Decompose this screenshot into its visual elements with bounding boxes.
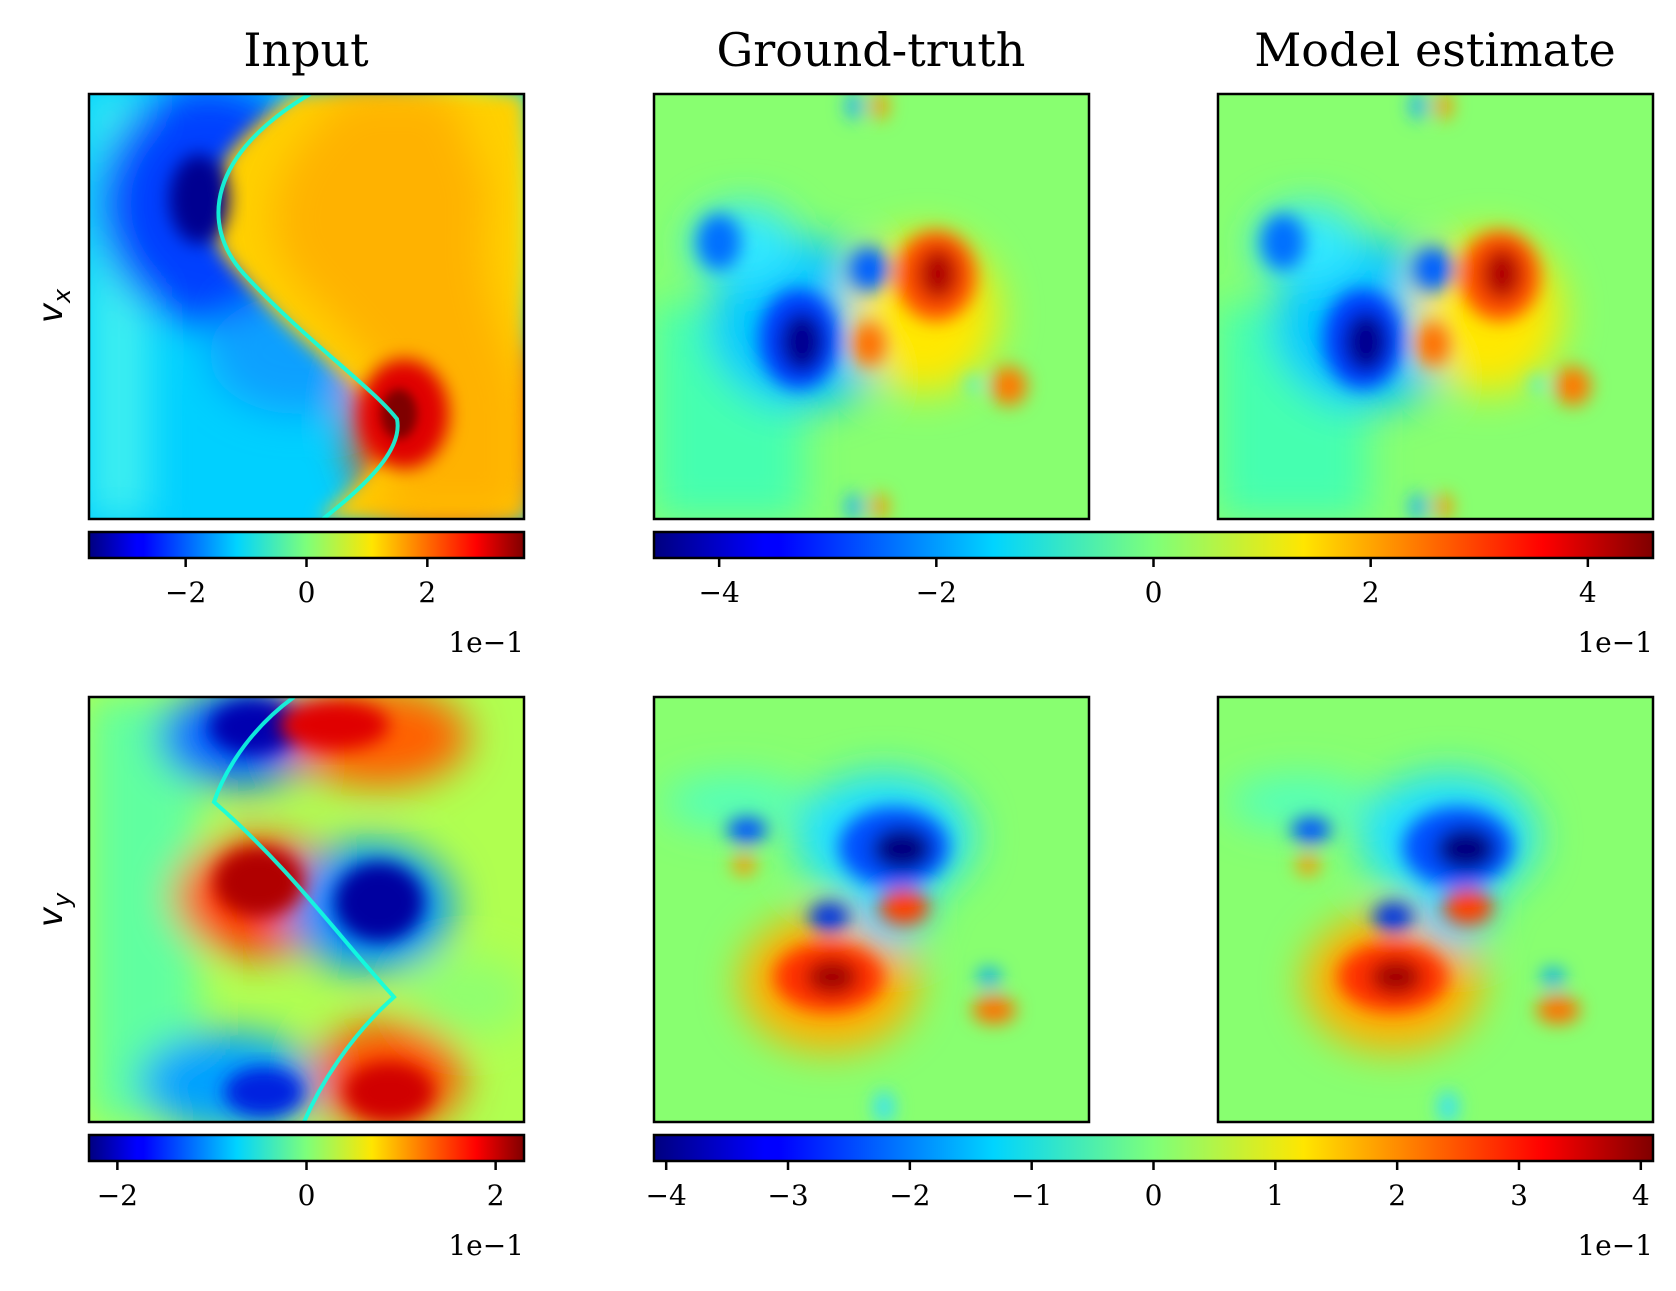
colorbar-tick-label: −2 (916, 576, 957, 609)
colorbar-gradient (89, 1135, 524, 1161)
colorbar-gradient (654, 532, 1653, 558)
heatmap-vy-model-estimate (1218, 697, 1653, 1123)
row-label-vy-base: v (31, 906, 71, 927)
colorbar-tick-label: −2 (165, 576, 206, 609)
title-ground-truth: Ground-truth (717, 23, 1026, 77)
title-model-estimate: Model estimate (1254, 23, 1616, 77)
frame-vy-input (87, 695, 526, 1124)
colorbar-vy-ground-truth: −4 −3 −2 −1 0 1 2 3 4 1e−1 (646, 1133, 1655, 1262)
colorbar-tick-label: −2 (97, 1179, 138, 1212)
colorbar-tick-label: 0 (1145, 576, 1163, 609)
colorbar-tick-label: −1 (1011, 1179, 1052, 1212)
colorbar-tick-label: 2 (487, 1179, 505, 1212)
colorbars: −2 0 2 1e−1 −4 −2 0 2 4 1e−1 −2 0 2 1e−1 −4 −3 −2 −1 0 1 2 3 4… (87, 530, 1655, 1262)
colorbar-tick-label: −2 (889, 1179, 930, 1212)
colorbar-tick-label: −4 (699, 576, 740, 609)
colorbar-scale-label: 1e−1 (1577, 626, 1653, 659)
colorbar-gradient (654, 1135, 1653, 1161)
colorbar-scale-label: 1e−1 (1577, 1229, 1653, 1262)
colorbar-vy-input: −2 0 2 1e−1 (87, 1133, 526, 1262)
row-label-vy-sub: y (48, 892, 76, 908)
colorbar-gradient (89, 532, 524, 558)
colorbar-vx-ground-truth: −4 −2 0 2 4 1e−1 (652, 530, 1655, 659)
row-label-vx-sub: x (48, 288, 76, 304)
colorbar-vx-input: −2 0 2 1e−1 (87, 530, 526, 659)
row-label-vx-base: v (31, 302, 71, 323)
frame-vx-ground-truth (652, 92, 1091, 521)
colorbar-scale-label: 1e−1 (448, 626, 524, 659)
row-label-vy: vy (31, 892, 76, 927)
heatmap-vx-input (89, 94, 524, 519)
row-label-vx: vx (31, 288, 76, 323)
heatmap-vx-ground-truth (654, 92, 1089, 521)
heatmap-vy-input (89, 697, 524, 1122)
colorbar-tick-label: 0 (1145, 1179, 1163, 1212)
colorbar-scale-label: 1e−1 (448, 1229, 524, 1262)
colorbar-tick-label: 2 (1388, 1179, 1406, 1212)
colorbar-tick-label: 1 (1266, 1179, 1284, 1212)
colorbar-tick-label: −4 (646, 1179, 687, 1212)
colorbar-tick-label: 0 (298, 576, 316, 609)
colorbar-tick-label: −3 (767, 1179, 808, 1212)
colorbar-tick-label: 0 (298, 1179, 316, 1212)
title-input: Input (243, 23, 369, 77)
frame-vx-model-estimate (1216, 92, 1655, 521)
colorbar-tick-label: 2 (418, 576, 436, 609)
colorbar-tick-label: 2 (1362, 576, 1380, 609)
frame-vy-model-estimate (1216, 695, 1655, 1124)
colorbar-tick-label: 3 (1510, 1179, 1528, 1212)
heatmap-vy-ground-truth (654, 697, 1089, 1123)
frame-vx-input (87, 92, 526, 521)
colorbar-tick-label: 4 (1579, 576, 1597, 609)
colorbar-tick-label: 4 (1632, 1179, 1650, 1212)
heatmap-vx-model-estimate (1218, 92, 1653, 521)
frame-vy-ground-truth (652, 695, 1091, 1124)
